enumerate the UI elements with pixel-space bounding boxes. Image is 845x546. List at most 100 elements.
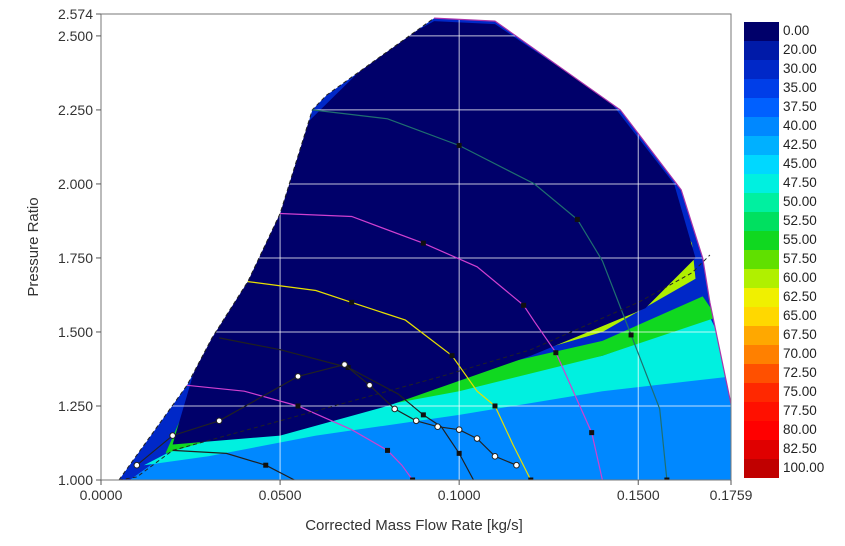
operating-point [491,453,499,460]
legend-label: 37.50 [783,99,817,114]
y-tick-label: 2.500 [58,28,93,44]
legend-label: 55.00 [783,232,817,247]
legend-label: 30.00 [783,61,817,76]
speed-lines [118,17,731,480]
y-tick-label: 1.250 [58,398,93,414]
operating-point [412,417,420,425]
legend-label: 80.00 [783,422,817,437]
speed-line-5 [172,449,295,480]
legend-swatch [744,269,779,288]
legend-label: 50.00 [783,194,817,209]
speed-marker [385,447,391,453]
legend-swatch [744,440,779,459]
legend-swatch [744,79,779,98]
speed-marker [456,450,462,456]
legend-label: 42.50 [783,137,817,152]
speed-marker [528,477,534,480]
legend-label: 100.00 [783,460,824,475]
legend-label: 82.50 [783,441,817,456]
y-tick-label: 2.000 [58,176,93,192]
x-tick-label: 0.1000 [438,487,481,503]
operating-point [455,426,463,433]
y-axis-ticks: 1.000 1.250 1.500 1.750 2.000 2.250 2.500 2.574 [58,6,101,488]
legend-label: 75.00 [783,384,817,399]
legend-swatch [744,383,779,402]
legend-label: 35.00 [783,80,817,95]
plot-border [100,13,732,481]
speed-marker [664,477,670,480]
x-tick-label: 0.0000 [80,487,123,503]
legend-label: 67.50 [783,327,817,342]
y-tick-label: 1.750 [58,250,93,266]
operating-point [391,405,398,413]
legend-swatch [744,345,779,364]
legend-label: 52.50 [783,213,817,228]
legend-swatch [744,193,779,212]
legend-swatch [744,22,779,41]
legend-swatch [744,326,779,345]
legend-swatch [744,117,779,136]
legend-label: 60.00 [783,270,817,285]
speed-marker [628,332,634,338]
operating-point [215,417,223,425]
speed-marker [420,240,426,246]
legend-swatch [744,60,779,79]
legend-label: 45.00 [783,156,817,171]
legend-swatch [744,421,779,440]
operating-point [513,461,520,469]
legend-swatch [744,41,779,60]
operating-point [434,423,441,431]
operating-point [341,361,348,368]
legend-swatch [744,155,779,174]
legend-label: 20.00 [783,42,817,57]
legend-swatch [744,174,779,193]
legend-swatch [744,402,779,421]
legend-swatch [744,288,779,307]
efficiency-region-77.5 [459,160,510,190]
efficiency-map [101,14,731,480]
y-tick-label: 2.250 [58,102,93,118]
legend-swatch [744,231,779,250]
legend-swatch [744,212,779,231]
y-tick-label: 2.574 [58,6,93,22]
speed-line-3 [219,337,475,480]
x-tick-label: 0.1759 [710,487,753,503]
surge-mask [101,14,435,480]
x-tick-label: 0.1500 [617,487,660,503]
y-tick-label: 1.000 [58,472,93,488]
operating-point [294,373,302,380]
speed-marker [263,462,269,468]
speed-marker [492,403,498,409]
speed-marker [420,412,426,418]
choke-line [434,17,731,480]
legend-swatch [744,136,779,155]
speed-marker [574,216,580,222]
x-tick-label: 0.0500 [259,487,302,503]
operating-point [473,435,481,442]
operating-point [133,461,141,469]
speed-marker [410,477,416,480]
x-axis-title: Corrected Mass Flow Rate [kg/s] [305,517,523,534]
legend-swatch [744,307,779,326]
y-axis-title: Pressure Ratio [25,197,42,296]
legend-label: 62.50 [783,289,817,304]
legend-label: 0.00 [783,23,809,38]
speed-line-4 [186,384,414,480]
x-axis-ticks: 0.0000 0.0500 0.1000 0.1500 0.1759 [80,480,753,503]
legend-label: 47.50 [783,175,817,190]
legend-swatch [744,250,779,269]
colorbar-legend: 0.00 20.00 30.00 35.00 37.50 40.00 42.50 45.00 4… [744,22,824,478]
legend-label: 70.00 [783,346,817,361]
speed-marker [449,353,455,359]
operating-point [169,432,176,439]
legend-label: 65.00 [783,308,817,323]
speed-marker [349,299,355,305]
speed-marker [553,350,559,356]
grid-lines [101,14,731,480]
legend-swatch [744,364,779,383]
speed-line-1 [280,212,603,480]
speed-marker [521,302,527,308]
operating-point [366,381,373,389]
legend-swatch [744,98,779,117]
y-tick-label: 1.500 [58,324,93,340]
